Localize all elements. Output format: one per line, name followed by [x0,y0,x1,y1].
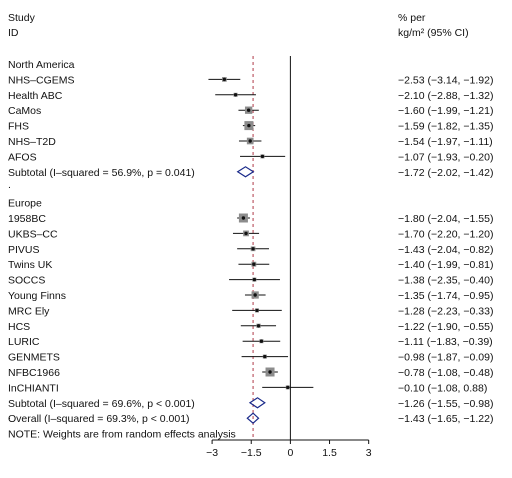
study-label: 1958BC [8,213,46,225]
study-label: AFOS [8,151,37,163]
x-axis: −3 −1.5 0 1.5 3 [206,439,372,459]
point-estimate [241,216,246,220]
subtotal-label: Subtotal (I–squared = 56.9%, p = 0.041) [8,167,195,179]
study-label: HCS [8,321,30,333]
study-label: NHS–CGEMS [8,74,75,86]
study-ci-text: −2.10 (−2.88, −1.32) [398,90,493,102]
study-label: NFBC1966 [8,367,60,379]
study-ci-text: −1.59 (−1.82, −1.35) [398,121,493,133]
point-estimate [263,354,267,359]
study-ci-text: −2.53 (−3.14, −1.92) [398,74,493,86]
point-estimate [248,139,252,143]
subtotal-ci-text: −1.26 (−1.55, −0.98) [398,398,493,410]
study-ci-text: −1.54 (−1.97, −1.11) [398,136,493,148]
point-estimate [255,308,259,313]
header-effect-unit: kg/m² (95% CI) [398,27,469,39]
point-estimate [246,108,251,112]
study-label: LURIC [8,336,40,348]
study-ci-text: −1.40 (−1.99, −0.81) [398,259,493,271]
study-ci-text: −0.78 (−1.08, −0.48) [398,367,493,379]
header-study: Study [8,12,36,24]
study-label: PIVUS [8,244,40,256]
subtotal-ci-text: −1.72 (−2.02, −1.42) [398,167,493,179]
point-estimate [286,385,290,390]
study-ci-text: −1.70 (−2.20, −1.20) [398,228,493,240]
point-estimate [260,154,265,159]
point-estimate [259,339,264,343]
study-label: Twins UK [8,259,52,271]
study-label: GENMETS [8,352,60,364]
study-rows: North America NHS–CGEMS −2.53 (−3.14, −1.9… [8,59,493,441]
overall-label: Overall (I–squared = 69.3%, p < 0.001) [8,413,190,425]
study-label: CaMos [8,105,41,117]
study-ci-text: −0.98 (−1.87, −0.09) [398,352,493,364]
subtotal-label: Subtotal (I–squared = 69.6%, p < 0.001) [8,398,195,410]
x-tick-label: 1.5 [322,447,337,459]
study-ci-text: −0.10 (−1.08, 0.88) [398,382,487,394]
point-estimate [268,370,272,374]
x-tick-label: −3 [206,447,218,459]
study-ci-text: −1.80 (−2.04, −1.55) [398,213,493,225]
point-estimate [252,277,257,282]
point-estimate [222,77,227,82]
point-estimate [233,93,238,97]
overall-diamond [246,412,260,425]
header-effect: % per [398,12,426,24]
x-tick-label: −1.5 [241,447,262,459]
study-label: Health ABC [8,90,63,102]
study-label: InCHIANTI [8,382,59,394]
study-ci-text: −1.28 (−2.23, −0.33) [398,305,493,317]
study-ci-text: −1.43 (−2.04, −0.82) [398,244,493,256]
study-ci-text: −1.60 (−1.99, −1.21) [398,105,493,117]
study-label: UKBS–CC [8,228,58,240]
point-estimate [244,231,248,236]
spacer-dot: . [8,410,11,422]
group-label: North America [8,59,75,71]
point-estimate [253,293,257,297]
point-estimate [247,123,251,128]
study-ci-text: −1.35 (−1.74, −0.95) [398,290,493,302]
study-label: SOCCS [8,275,45,287]
reference-lines [252,56,291,440]
study-ci-text: −1.22 (−1.90, −0.55) [398,321,493,333]
subtotal-diamond [248,397,266,409]
point-estimate [251,247,255,251]
study-label: MRC Ely [8,305,50,317]
overall-ci-text: −1.43 (−1.65, −1.22) [398,413,493,425]
x-tick-label: 0 [287,447,293,459]
study-ci-text: −1.38 (−2.35, −0.40) [398,275,493,287]
study-label: NHS–T2D [8,136,56,148]
study-ci-text: −1.07 (−1.93, −0.20) [398,151,493,163]
study-ci-text: −1.11 (−1.83, −0.39) [398,336,493,348]
spacer-dot: . [8,179,11,191]
x-tick-label: 3 [366,447,372,459]
study-label: FHS [8,121,29,133]
point-estimate [256,324,261,328]
point-estimate [252,262,256,266]
subtotal-diamond [236,166,255,178]
header-id: ID [8,27,19,39]
study-label: Young Finns [8,290,66,302]
note-text: NOTE: Weights are from random effects an… [8,429,236,441]
group-label: Europe [8,198,42,210]
